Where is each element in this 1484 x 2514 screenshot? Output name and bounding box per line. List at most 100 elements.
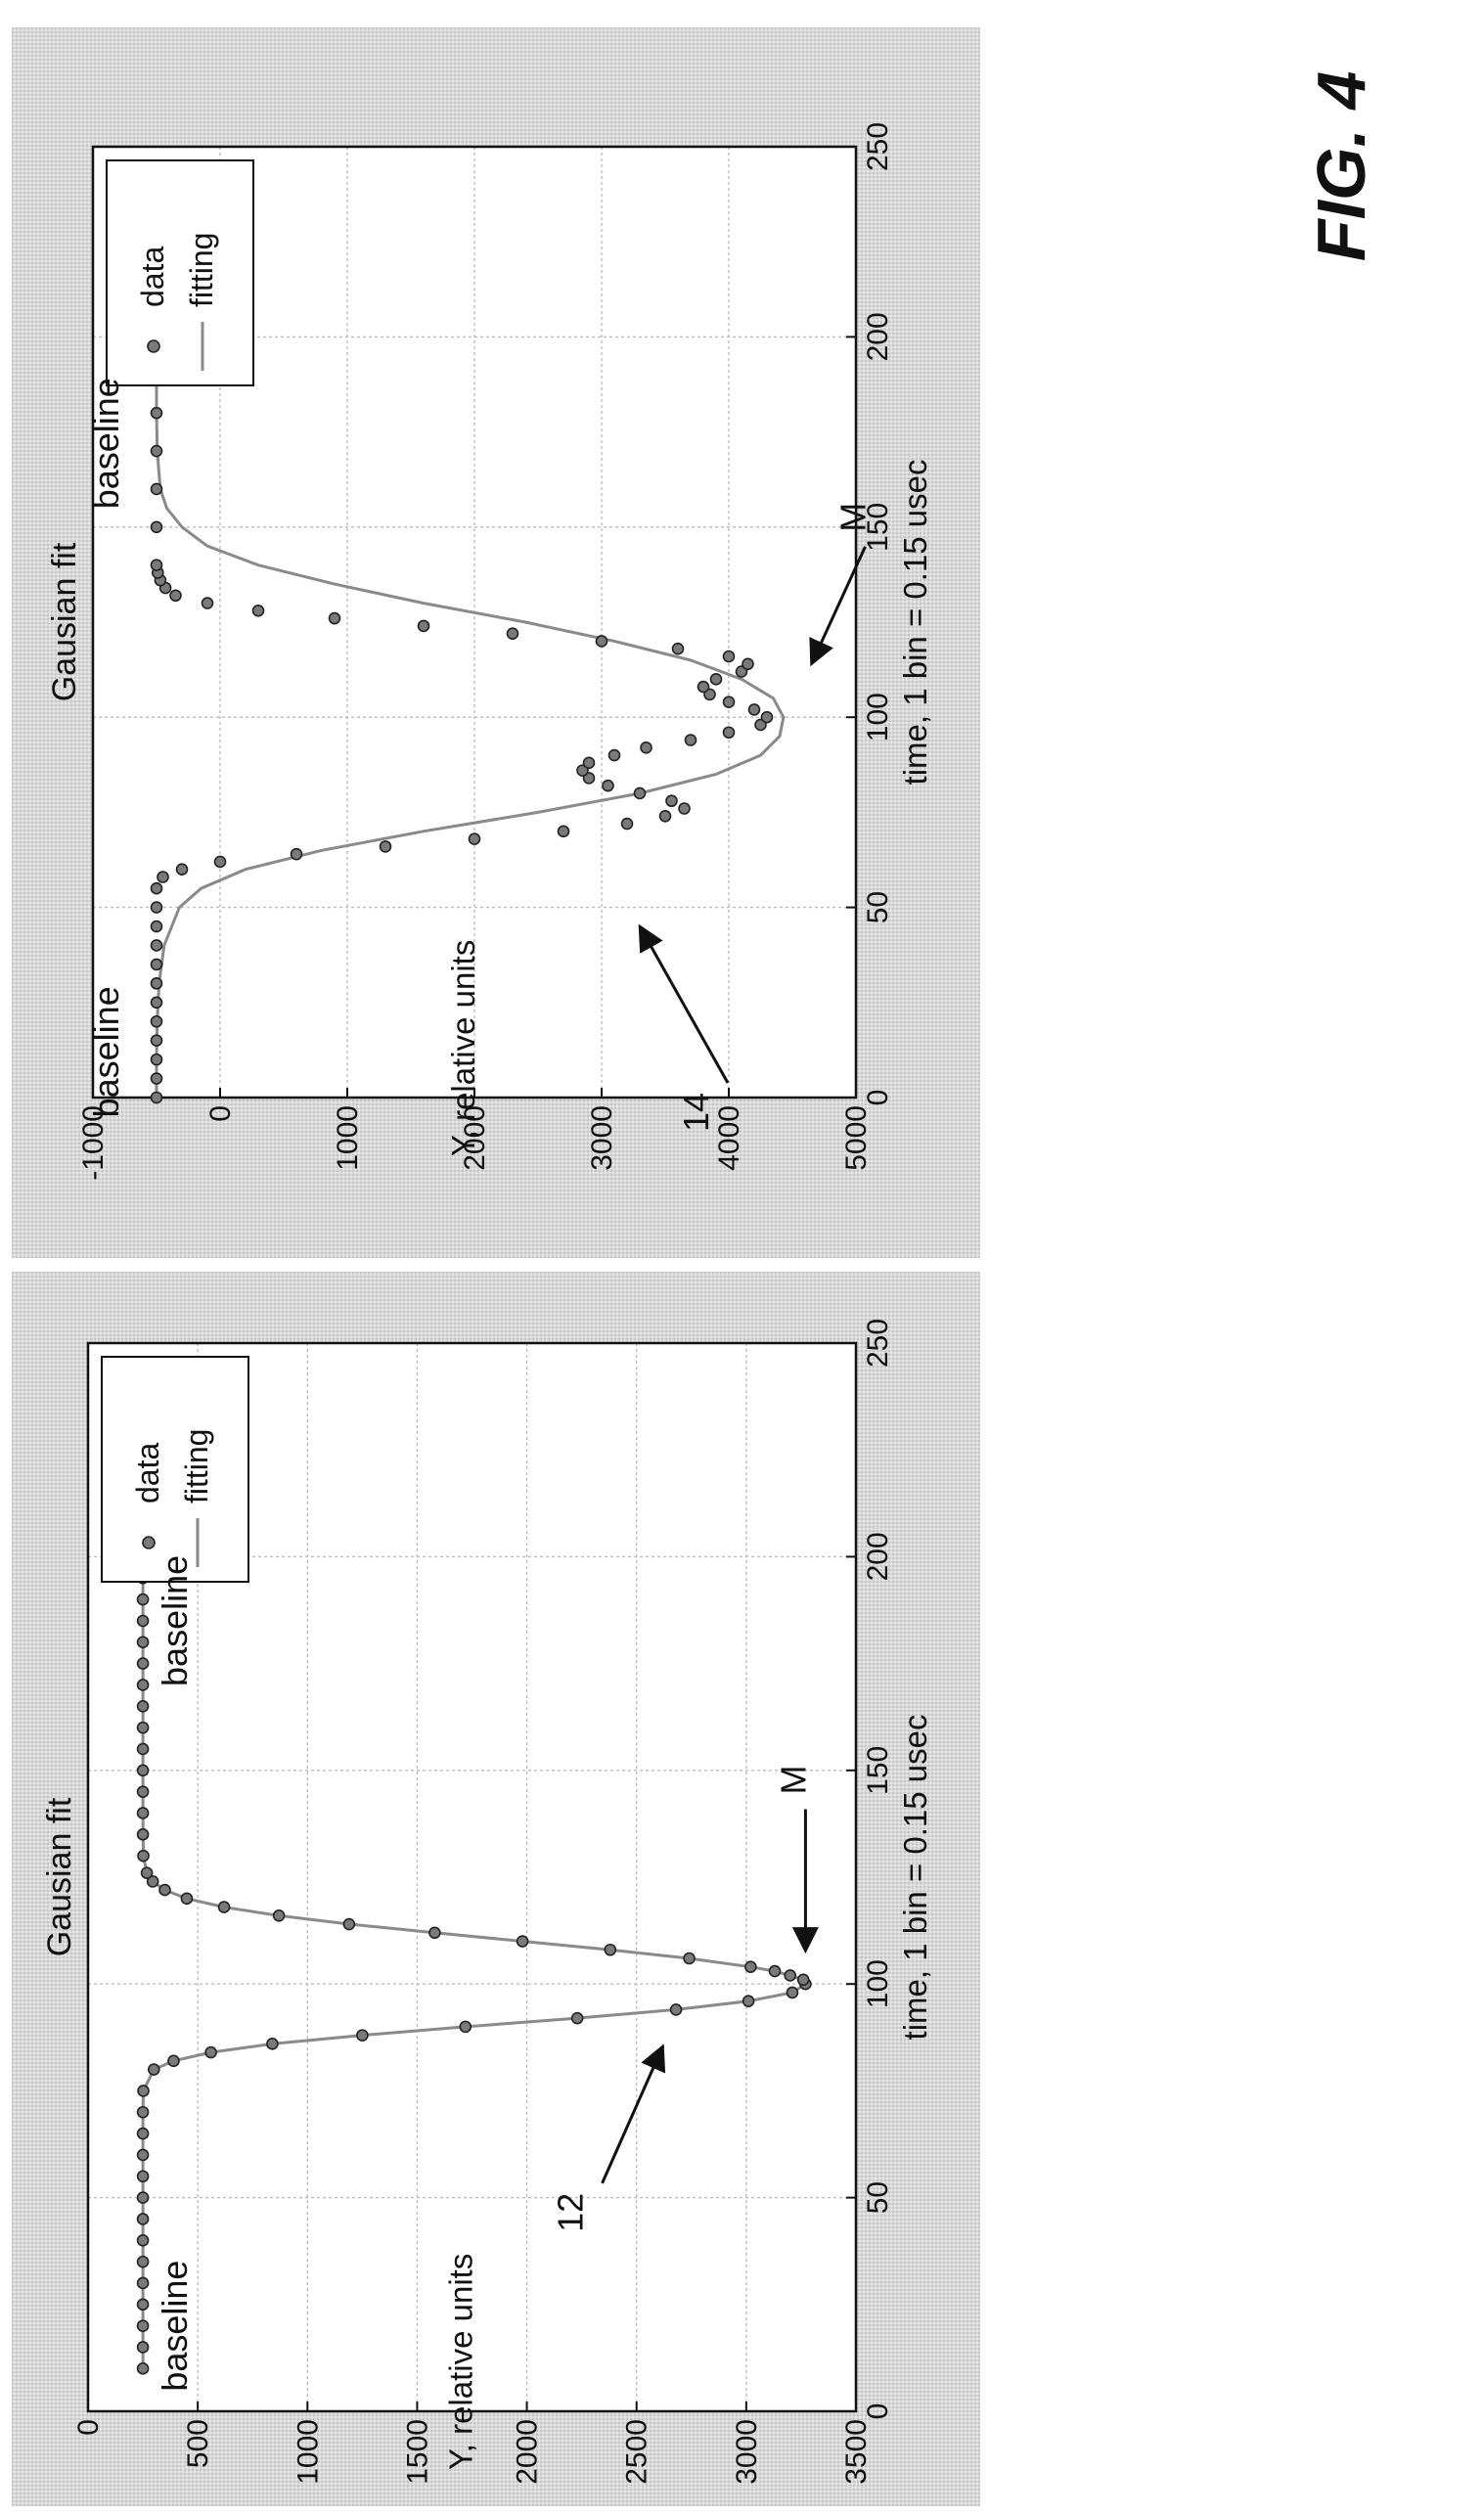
x-tick-label: 200: [862, 1532, 894, 1581]
data-point: [136, 2148, 150, 2162]
annotation-label: baseline: [155, 1555, 195, 1686]
data-point: [722, 650, 736, 663]
data-point: [768, 1964, 782, 1978]
data-point: [136, 1785, 150, 1798]
data-point: [136, 1614, 150, 1628]
data-point: [150, 559, 163, 571]
data-point: [428, 1926, 441, 1940]
data-point: [665, 794, 678, 808]
data-point: [683, 1952, 696, 1965]
axes-frame: [86, 1341, 858, 2413]
plot-title: Gausian fit: [46, 542, 83, 701]
data-point: [640, 741, 652, 754]
data-point: [136, 1657, 150, 1670]
data-point: [136, 2191, 150, 2204]
data-point: [150, 1034, 163, 1047]
data-point: [136, 1764, 150, 1777]
fitting-line: [155, 337, 786, 1098]
data-point: [747, 703, 761, 716]
data-point: [633, 786, 647, 800]
data-point: [742, 1995, 755, 2007]
y-tick-label: 3500: [840, 2419, 873, 2485]
legend-fitting-label: fitting: [184, 233, 219, 307]
data-point: [204, 2045, 217, 2059]
data-point: [459, 2020, 472, 2034]
figure-label: FIG. 4: [1303, 71, 1379, 261]
legend-fitting-label: fitting: [179, 1429, 214, 1504]
data-point: [290, 847, 303, 861]
data-point: [150, 977, 163, 990]
data-point: [150, 1091, 163, 1104]
data-point: [136, 1593, 150, 1606]
data-point: [506, 627, 519, 640]
x-tick-label: 250: [862, 122, 894, 171]
data-point: [150, 996, 163, 1010]
data-point: [796, 1973, 810, 1987]
y-tick-label: 2500: [621, 2419, 653, 2485]
annotation-label: 14: [676, 1093, 716, 1132]
data-point: [136, 2105, 150, 2119]
annotation-label: 12: [551, 2193, 591, 2232]
y-axis-title: Y, relative units: [445, 940, 481, 1156]
data-point: [167, 2054, 180, 2068]
data-point: [150, 958, 163, 971]
data-point: [150, 482, 163, 496]
data-point: [760, 710, 774, 724]
data-point: [136, 1828, 150, 1841]
y-tick-label: 1000: [332, 1105, 364, 1171]
y-tick-label: 3000: [586, 1105, 618, 1171]
annotation-label: M: [833, 503, 874, 532]
y-tick-label: 1500: [401, 2419, 433, 2485]
data-point: [468, 832, 481, 845]
data-point: [602, 779, 614, 792]
data-point: [328, 611, 341, 625]
y-axis-title: Y, relative units: [443, 2254, 479, 2470]
data-point: [786, 1986, 799, 1999]
legend-box: [106, 159, 254, 386]
x-tick-label: 100: [862, 1959, 894, 2008]
data-point: [272, 1909, 286, 1922]
y-tick-label: 500: [182, 2419, 214, 2468]
data-point: [784, 1969, 797, 1982]
legend-data-label: data: [130, 1443, 165, 1504]
data-point: [169, 589, 182, 603]
data-point: [150, 406, 163, 420]
data-point: [213, 855, 227, 869]
x-tick-label: 150: [862, 1746, 894, 1795]
data-point: [150, 920, 163, 933]
data-point: [217, 1901, 231, 1913]
data-point: [604, 1943, 617, 1956]
annotation-label: baseline: [155, 2261, 195, 2392]
x-tick-label: 200: [862, 312, 894, 361]
x-tick-label: 0: [862, 1090, 894, 1106]
data-point: [201, 597, 214, 609]
data-point: [147, 2063, 160, 2076]
data-point: [136, 2127, 150, 2140]
data-point: [136, 2341, 150, 2354]
data-point: [136, 1742, 150, 1756]
annotation-label: baseline: [86, 986, 126, 1117]
plot-title: Gausian fit: [41, 1797, 78, 1956]
data-point: [150, 939, 163, 952]
data-point: [136, 2255, 150, 2268]
annotation-arrow: [638, 923, 730, 1084]
y-tick-label: -1000: [77, 1105, 110, 1181]
annotation-label: M: [773, 1765, 813, 1794]
x-axis-title: time, 1 bin = 0.15 usec: [897, 1715, 933, 2041]
data-point: [722, 726, 736, 740]
data-point: [150, 444, 163, 458]
data-point: [678, 802, 691, 815]
data-point: [684, 734, 697, 746]
data-point: [417, 619, 430, 633]
data-point: [136, 2213, 150, 2225]
y-tick-label: 2000: [459, 1105, 491, 1171]
chart-panel-2: 0 50 100 150 200 250 -1000 0 1000 2000 3000 4000 500…: [46, 122, 933, 1181]
data-point: [136, 1636, 150, 1649]
data-point: [557, 825, 570, 838]
data-point: [150, 881, 163, 895]
data-point: [180, 1892, 194, 1906]
annotation-label: baseline: [86, 378, 126, 509]
legend-data-marker: [142, 1536, 156, 1549]
